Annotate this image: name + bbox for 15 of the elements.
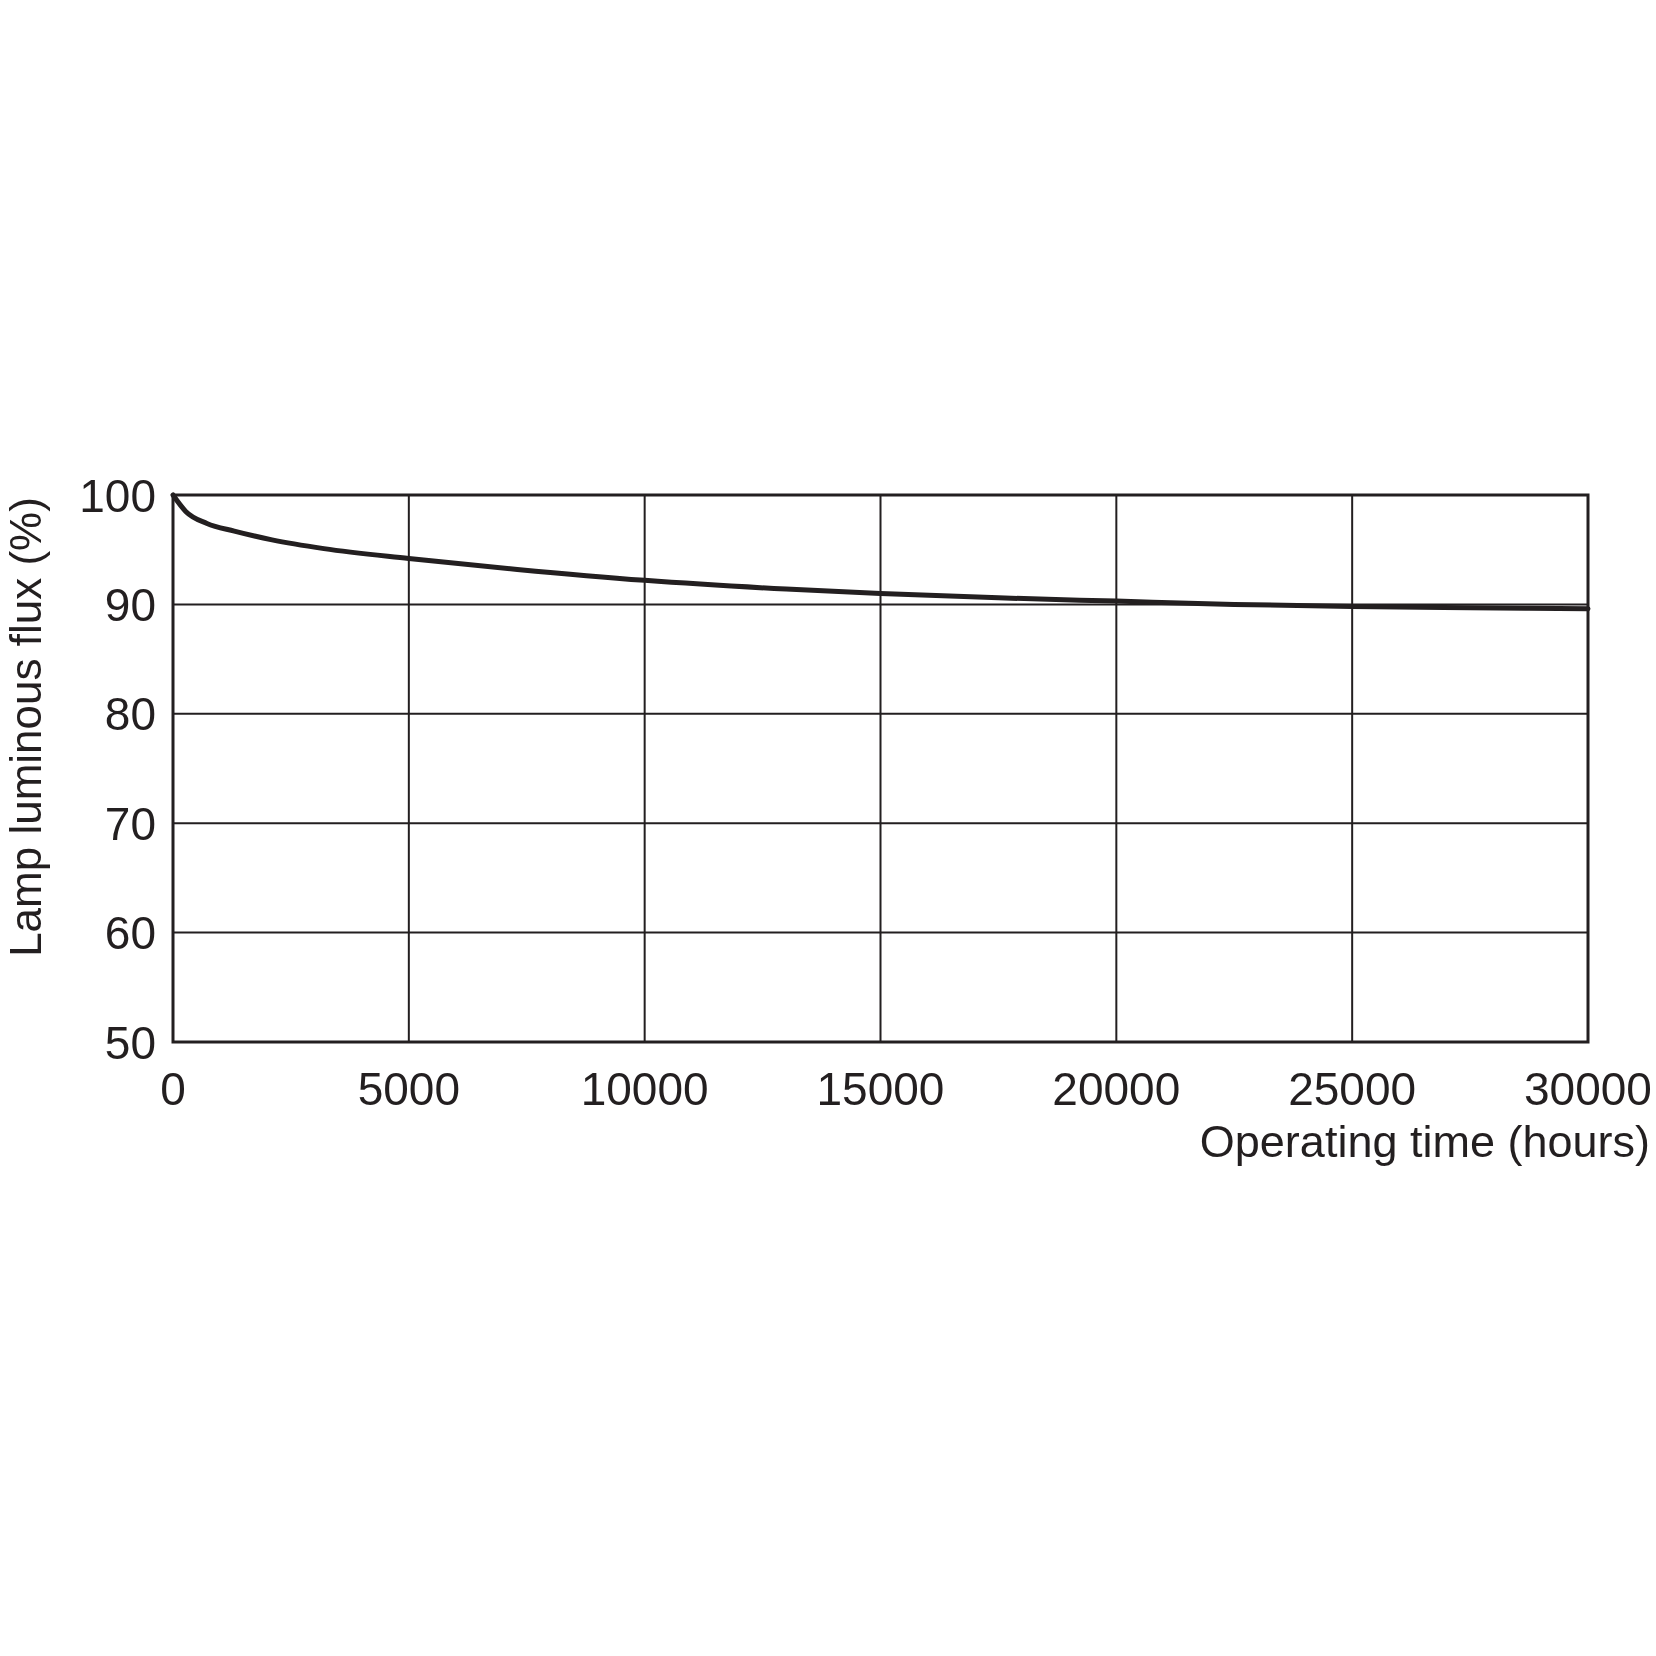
- x-tick-label: 15000: [816, 1063, 945, 1115]
- y-tick-label: 60: [104, 907, 156, 960]
- x-tick-label: 30000: [1524, 1063, 1652, 1115]
- x-tick-label: 10000: [580, 1063, 709, 1115]
- x-axis-title: Operating time (hours): [1199, 1116, 1650, 1167]
- x-tick-label: 25000: [1288, 1063, 1417, 1115]
- y-tick-label: 70: [104, 797, 156, 850]
- y-tick-label: 100: [79, 469, 156, 522]
- y-tick-label: 80: [104, 688, 156, 741]
- y-axis-title: Lamp luminous flux (%): [1, 497, 50, 957]
- y-tick-label: 90: [104, 578, 156, 631]
- x-tick-label: 5000: [357, 1063, 461, 1115]
- x-tick-label: 20000: [1052, 1063, 1181, 1115]
- y-tick-label: 50: [104, 1016, 156, 1069]
- x-tick-label: 0: [160, 1063, 186, 1115]
